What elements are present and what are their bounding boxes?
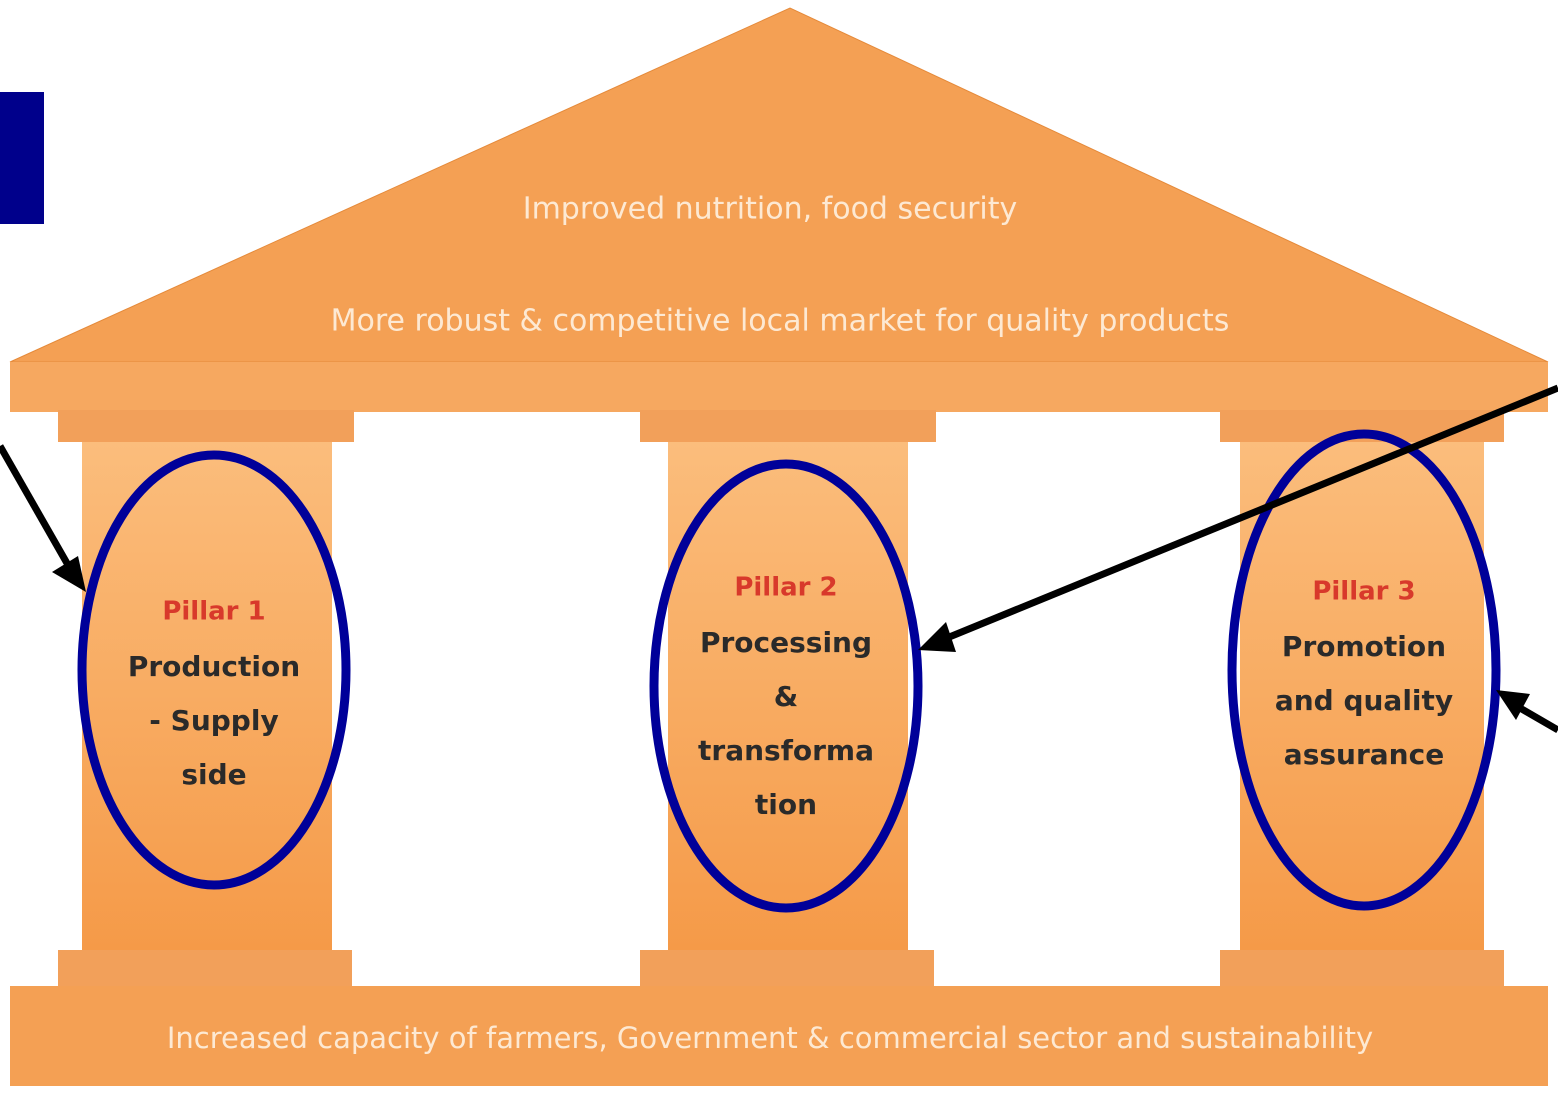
pillar-line: Processing: [700, 626, 872, 659]
pillar-line: &: [774, 680, 798, 713]
pillar-texts: Pillar 1 Production - Supply side Pillar 2 Pr…: [128, 573, 1453, 822]
pillar-line: side: [181, 758, 246, 791]
pillar-title: Pillar 2: [734, 573, 837, 603]
plinth: [640, 950, 934, 986]
ellipses: [77, 429, 1501, 913]
capital: [640, 410, 936, 442]
base-text: Increased capacity of farmers, Governmen…: [167, 1021, 1373, 1055]
arrow: [940, 384, 1558, 644]
ellipse: [77, 450, 351, 890]
arrowhead: [1496, 690, 1530, 720]
arrow: [0, 444, 76, 574]
ellipse: [1227, 429, 1501, 911]
pillar-line: - Supply: [149, 704, 278, 737]
roof-text: More robust & competitive local market f…: [331, 304, 1230, 339]
arrowhead: [918, 622, 956, 652]
columns: [58, 410, 1504, 986]
pillar-line: Production: [128, 650, 300, 683]
pillar-line: assurance: [1284, 738, 1444, 771]
arrows: [0, 384, 1558, 734]
pillar-line: tion: [755, 788, 817, 821]
plinth: [58, 950, 352, 986]
roof-text: Improved nutrition, food security: [523, 192, 1018, 227]
ellipse: [649, 459, 923, 913]
pillar-line: transforma: [698, 734, 874, 767]
column: [82, 442, 332, 950]
blue-block: [0, 92, 44, 224]
capital: [58, 410, 354, 442]
arrow: [1518, 704, 1558, 734]
pillar-title: Pillar 1: [162, 597, 265, 627]
base: [10, 986, 1548, 1086]
pillar-title: Pillar 3: [1312, 577, 1415, 607]
pillar-line: Promotion: [1282, 630, 1446, 663]
architrave: [10, 362, 1548, 412]
arrowhead: [52, 556, 86, 592]
pillar-line: and quality: [1275, 684, 1453, 717]
plinth: [1220, 950, 1504, 986]
